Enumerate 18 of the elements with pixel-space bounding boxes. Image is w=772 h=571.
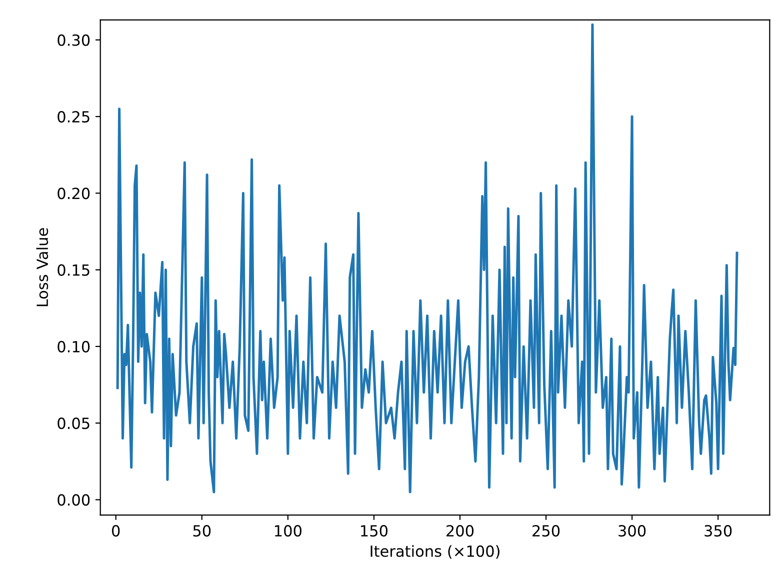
y-tick-label: 0.10 [58,340,90,352]
x-tick-label: 100 [275,525,302,537]
x-tick-label: 300 [618,525,646,537]
y-tick-label: 0.15 [58,264,90,276]
y-tick-label: 0.20 [58,188,90,200]
x-tick-label: 0 [112,525,120,537]
x-tick-label: 200 [446,525,474,537]
x-tick-label: 350 [704,525,732,537]
line-series [116,23,738,494]
y-tick-label: 0.25 [58,111,90,123]
x-tick-label: 50 [193,525,211,537]
y-axis-title: Loss Value [36,228,48,306]
y-tick-label: 0.30 [58,34,90,46]
y-tick-label: 0.05 [58,418,90,430]
y-tick-label: 0.00 [58,494,90,506]
x-tick-label: 250 [532,525,560,537]
x-tick-label: 150 [361,525,388,537]
x-axis-title: Iterations (×100) [370,545,500,559]
